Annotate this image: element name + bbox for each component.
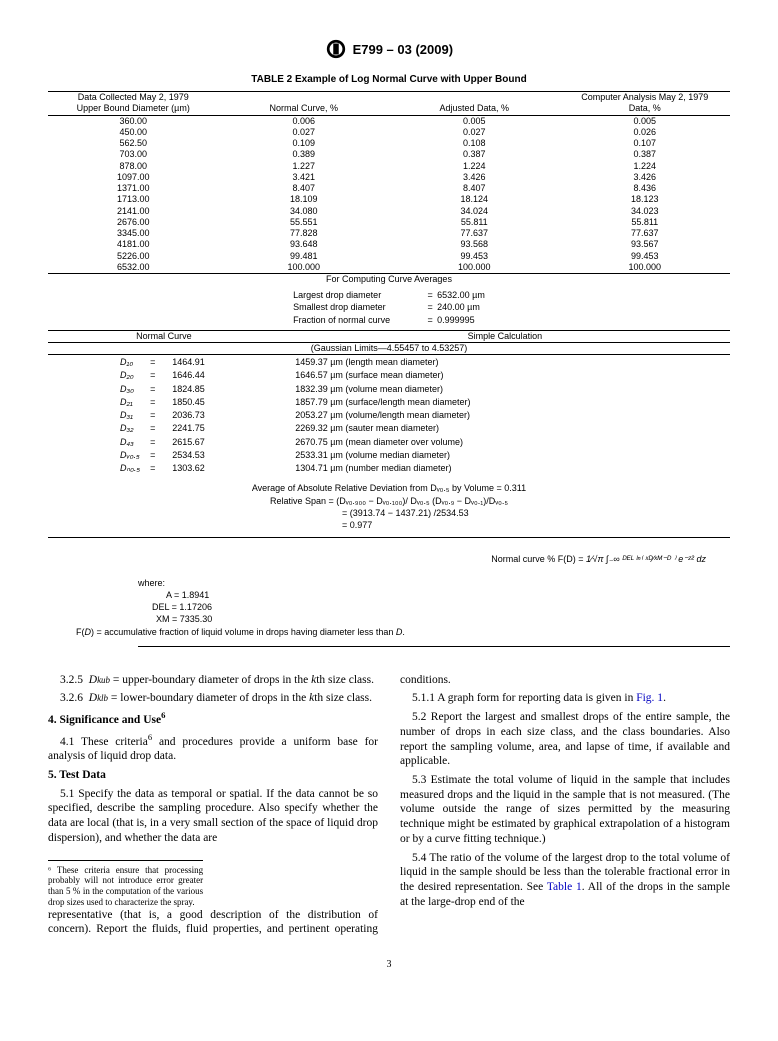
diameter-row: Dₙ₀.₅=1303.621304.71 µm (number median d… xyxy=(50,463,728,474)
diameter-row: D₂₀=1646.441646.57 µm (surface mean diam… xyxy=(50,370,728,381)
diameters-table: D₁₀=1464.911459.37 µm (length mean diame… xyxy=(48,355,730,476)
table-row: 1097.003.4213.4263.426 xyxy=(48,172,730,183)
col1-hdr: Upper Bound Diameter (µm) xyxy=(48,103,219,115)
diameter-row: D₃₁=2036.732053.27 µm (volume/length mea… xyxy=(50,410,728,421)
table-row: 6532.00100.000100.000100.000 xyxy=(48,262,730,274)
gaussian-limits: (Gaussian Limits—4.55457 to 4.53257) xyxy=(48,342,730,354)
where-label: where: xyxy=(138,577,730,589)
section-header-row: Normal Curve Simple Calculation (Gaussia… xyxy=(48,330,730,356)
simple-calc-head: Simple Calculation xyxy=(280,330,730,342)
p-5-3: 5.3 Estimate the total volume of liquid … xyxy=(400,773,730,847)
p-3-2-6: 3.2.6 Dklb = lower-boundary diameter of … xyxy=(48,691,378,706)
table-row: 562.500.1090.1080.107 xyxy=(48,138,730,149)
page-number: 3 xyxy=(48,959,730,970)
p-5-4: 5.4 The ratio of the volume of the large… xyxy=(400,851,730,910)
avg-dev-l4: = 0.977 xyxy=(270,519,508,531)
col4-hdr: Data, % xyxy=(560,103,731,115)
diameter-row: D₂₁=1850.451857.79 µm (surface/length me… xyxy=(50,397,728,408)
var-fd: F(D) = accumulative fraction of liquid v… xyxy=(76,626,730,638)
diameter-row: D₄₃=2615.672670.75 µm (mean diameter ove… xyxy=(50,437,728,448)
var-a: A = 1.8941 xyxy=(138,589,730,601)
p-3-2-5: 3.2.5 Dkub = upper-boundary diameter of … xyxy=(48,673,378,688)
doc-header: E799 – 03 (2009) xyxy=(48,38,730,60)
frac-label: Fraction of normal curve xyxy=(293,314,423,326)
body-columns: 3.2.5 Dkub = upper-boundary diameter of … xyxy=(48,673,730,937)
table-row: 2676.0055.55155.81155.811 xyxy=(48,217,730,228)
hdr-right-top: Computer Analysis May 2, 1979 xyxy=(560,92,731,104)
table2-title: TABLE 2 Example of Log Normal Curve with… xyxy=(48,74,730,85)
sdd-label: Smallest drop diameter xyxy=(293,301,423,313)
formula-label: Normal curve % F(D) = xyxy=(491,554,586,564)
astm-logo-icon xyxy=(325,38,347,60)
avg-dev-l3: = (3913.74 − 1437.21) /2534.53 xyxy=(270,507,508,519)
var-del: DEL = 1.17206 xyxy=(138,601,730,613)
col2-hdr: Normal Curve, % xyxy=(219,103,390,115)
p-4-1: 4.1 These criteria6 and procedures provi… xyxy=(48,732,378,764)
table-row: 703.000.3890.3870.387 xyxy=(48,149,730,160)
diameter-row: D₃₂=2241.752269.32 µm (sauter mean diame… xyxy=(50,423,728,434)
footnote-6: ⁶ These criteria ensure that processing … xyxy=(48,860,203,908)
var-xm: XM = 7335.30 xyxy=(138,613,730,625)
table-row: 5226.0099.48199.45399.453 xyxy=(48,251,730,262)
ldd-val: 6532.00 µm xyxy=(437,290,485,300)
standard-code: E799 – 03 (2009) xyxy=(353,42,453,57)
p-5-2: 5.2 Report the largest and smallest drop… xyxy=(400,710,730,769)
diameter-row: Dᵥ₀.₅=2534.532533.31 µm (volume median d… xyxy=(50,450,728,461)
h-5: 5. Test Data xyxy=(48,768,378,783)
table-row: 1371.008.4078.4078.436 xyxy=(48,183,730,194)
formula-body: 1⁄√π ∫₋∞ ᴰᴱᴸ ˡⁿ⁽ ˣᴰ⁄ˣᴹ⁻ᴰ ⁾ e⁻ᶻ² dz xyxy=(586,554,706,564)
avg-deviation-block: Average of Absolute Relative Deviation f… xyxy=(48,482,730,538)
hdr-left-top: Data Collected May 2, 1979 xyxy=(48,92,219,104)
avg-dev-l2: Relative Span = (Dᵥ₀.₉₀₀ − Dᵥ₀.₁₀₀)/ Dᵥ₀… xyxy=(270,495,508,507)
normal-curve-head: Normal Curve xyxy=(48,330,280,342)
p-5-1: 5.1 Specify the data as temporal or spat… xyxy=(48,787,378,846)
h-4: 4. Significance and Use6 xyxy=(48,710,378,728)
table2-main: Data Collected May 2, 1979 Computer Anal… xyxy=(48,91,730,285)
frac-val: 0.999995 xyxy=(437,315,475,325)
link-table-1[interactable]: Table 1 xyxy=(547,881,582,893)
p-5-1-1: 5.1.1 A graph form for reporting data is… xyxy=(400,691,730,706)
table-row: 360.000.0060.0050.005 xyxy=(48,115,730,127)
avg-header: For Computing Curve Averages xyxy=(48,274,730,286)
variables-block: where: A = 1.8941 DEL = 1.17206 XM = 733… xyxy=(138,577,730,647)
table-row: 3345.0077.82877.63777.637 xyxy=(48,228,730,239)
table-row: 878.001.2271.2241.224 xyxy=(48,161,730,172)
curve-averages-block: Largest drop diameter=6532.00 µm Smalles… xyxy=(48,289,730,325)
table-row: 4181.0093.64893.56893.567 xyxy=(48,239,730,250)
link-fig-1[interactable]: Fig. 1 xyxy=(636,692,663,704)
table-row: 2141.0034.08034.02434.023 xyxy=(48,206,730,217)
col3-hdr: Adjusted Data, % xyxy=(389,103,560,115)
ldd-label: Largest drop diameter xyxy=(293,289,423,301)
diameter-row: D₃₀=1824.851832.39 µm (volume mean diame… xyxy=(50,384,728,395)
avg-dev-l1: Average of Absolute Relative Deviation f… xyxy=(48,482,730,494)
diameter-row: D₁₀=1464.911459.37 µm (length mean diame… xyxy=(50,357,728,368)
table-row: 450.000.0270.0270.026 xyxy=(48,127,730,138)
formula-row: Normal curve % F(D) = 1⁄√π ∫₋∞ ᴰᴱᴸ ˡⁿ⁽ ˣ… xyxy=(48,554,730,565)
table-row: 1713.0018.10918.12418.123 xyxy=(48,194,730,205)
sdd-val: 240.00 µm xyxy=(437,302,480,312)
